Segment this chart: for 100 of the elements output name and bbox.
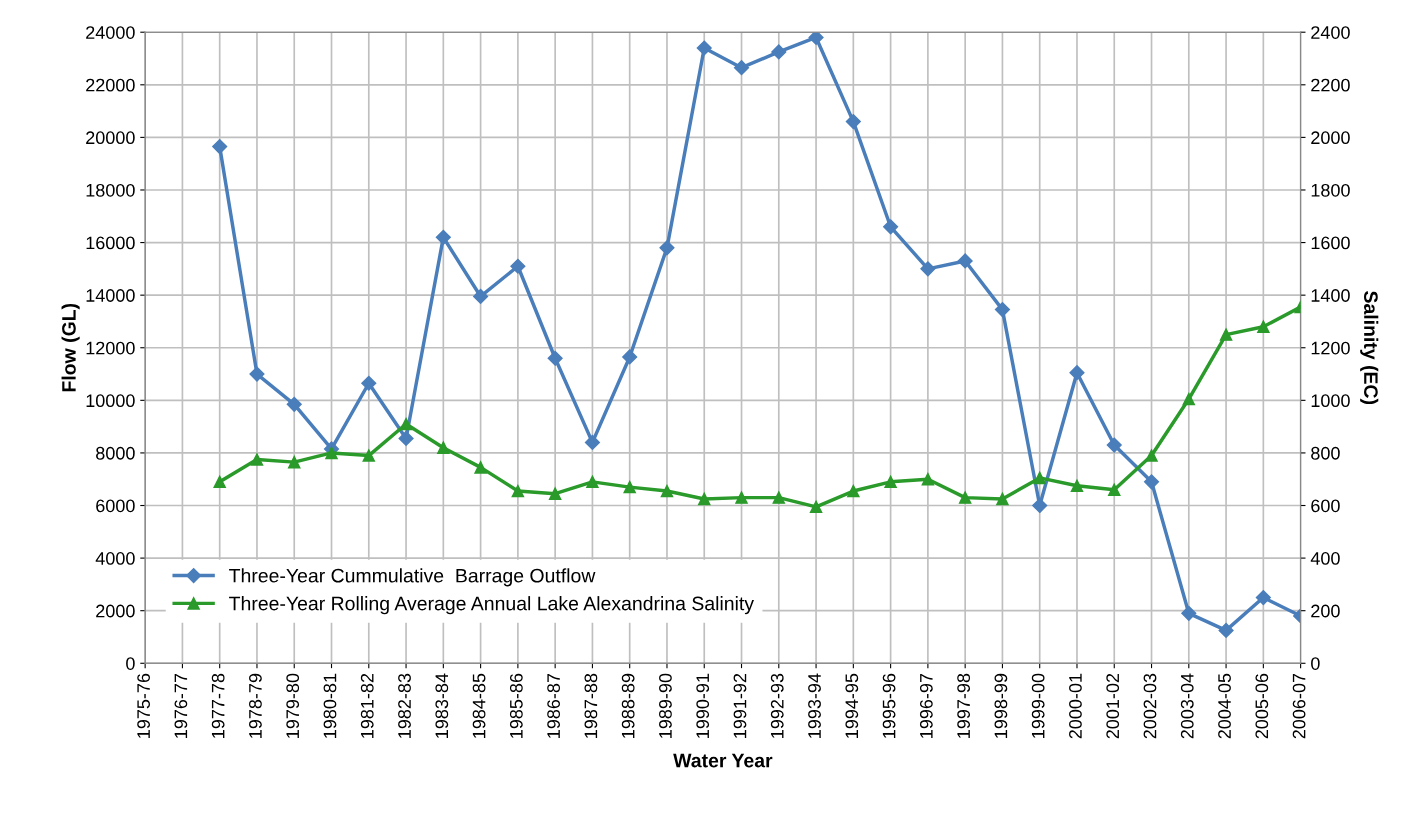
point: [1181, 605, 1197, 621]
x-tick-label: 1991-92: [733, 673, 747, 738]
x-tick-label: 1982-83: [398, 673, 411, 738]
y2-tick-label: 1000: [1311, 394, 1350, 408]
point: [1218, 622, 1234, 638]
x-tick-label: 2005-06: [1255, 673, 1269, 739]
x-tick-label: 1976-77: [174, 673, 188, 738]
y-tick-label: 20000: [86, 131, 135, 145]
x-tick-label: 1979-80: [286, 673, 300, 738]
x-tick-label: 1996-97: [919, 673, 933, 738]
point: [733, 60, 750, 76]
y2-tick-label: 1400: [1311, 289, 1350, 302]
point: [325, 446, 338, 460]
y-tick-label: 8000: [96, 446, 135, 460]
y-tick-label: 18000: [86, 183, 135, 197]
y-tick-label: 22000: [86, 78, 135, 92]
x-tick-label: 1995-96: [882, 673, 896, 738]
x-tick-label: 1988-89: [621, 673, 635, 738]
point: [994, 302, 1011, 318]
point: [213, 475, 226, 489]
y-tick-label: 14000: [86, 289, 135, 302]
point: [660, 484, 674, 498]
point: [398, 430, 414, 447]
point: [808, 32, 824, 46]
y-tick-label: 12000: [86, 341, 135, 355]
point: [1219, 328, 1233, 341]
x-tick-label: 1975-76: [137, 673, 150, 738]
x-tick-label: 1994-95: [845, 673, 859, 738]
x-tick-label: 1999-00: [1031, 673, 1045, 738]
point: [735, 491, 748, 504]
x-tick-label: 2000-01: [1069, 673, 1082, 739]
point: [584, 434, 600, 450]
point: [996, 492, 1009, 506]
y-tick-label: 4000: [95, 552, 135, 565]
point: [697, 492, 711, 506]
x-tick-label: 1998-99: [994, 673, 1008, 738]
point: [361, 375, 377, 391]
point: [1106, 437, 1122, 453]
point: [659, 240, 675, 256]
y2-axis-title: Salinity (EC): [1360, 291, 1379, 405]
point: [921, 472, 935, 486]
point: [362, 449, 376, 462]
point: [772, 491, 786, 504]
y-axis-title: Flow (GL): [61, 303, 80, 392]
point: [1182, 392, 1196, 406]
y2-tick-label: 200: [1311, 604, 1340, 618]
point: [1070, 479, 1084, 493]
point: [286, 396, 302, 412]
point: [1143, 474, 1160, 490]
x-tick-label: 1990-91: [696, 673, 710, 738]
point: [623, 480, 636, 494]
point: [771, 44, 787, 60]
x-tick-label: 2002-03: [1143, 673, 1157, 739]
point: [1145, 449, 1158, 462]
point: [473, 288, 489, 305]
x-tick-label: 2001-02: [1106, 673, 1120, 739]
y-tick-label: 6000: [96, 499, 135, 513]
point: [957, 253, 973, 269]
x-tick-label: 1986-87: [547, 673, 560, 738]
x-tick-label: 2004-05: [1218, 673, 1231, 739]
y-tick-label: 2000: [96, 604, 135, 618]
y2-tick-label: 2000: [1311, 131, 1350, 145]
point: [287, 455, 301, 469]
y2-tick-label: 0: [1311, 657, 1320, 670]
y2-tick-label: 800: [1311, 446, 1340, 460]
point: [1257, 320, 1270, 333]
x-tick-label: 2003-04: [1180, 673, 1194, 739]
y-tick-label: 0: [126, 657, 135, 670]
point: [847, 484, 860, 498]
legend-label: Three-Year Rolling Average Annual Lake Alexandrina Salinity: [229, 596, 754, 615]
y2-tick-label: 400: [1310, 552, 1340, 565]
y-tick-label: 16000: [86, 236, 135, 250]
point: [548, 487, 562, 500]
point: [586, 475, 599, 489]
x-tick-label: 1997-98: [957, 673, 971, 738]
point: [510, 258, 526, 274]
y-tick-label: 24000: [86, 26, 135, 39]
x-tick-label: 1980-81: [323, 673, 337, 738]
point: [809, 500, 823, 514]
y2-tick-label: 1600: [1311, 236, 1350, 250]
x-tick-label: 2006-07: [1292, 673, 1306, 739]
x-tick-label: 1989-90: [659, 673, 672, 738]
point: [884, 475, 897, 489]
x-tick-label: 1985-86: [509, 673, 523, 738]
point: [437, 441, 450, 454]
point: [399, 417, 413, 431]
point: [1255, 589, 1271, 606]
x-tick-label: 1984-85: [472, 673, 486, 738]
point: [1033, 471, 1046, 485]
x-tick-label: 1993-94: [808, 673, 821, 738]
point: [435, 229, 451, 245]
point: [249, 366, 265, 382]
point: [958, 491, 972, 504]
point: [920, 261, 936, 277]
point: [696, 40, 712, 56]
point: [547, 350, 563, 366]
point: [511, 484, 525, 498]
point: [1069, 365, 1085, 381]
x-tick-label: 1983-84: [435, 673, 449, 738]
point: [474, 461, 487, 474]
